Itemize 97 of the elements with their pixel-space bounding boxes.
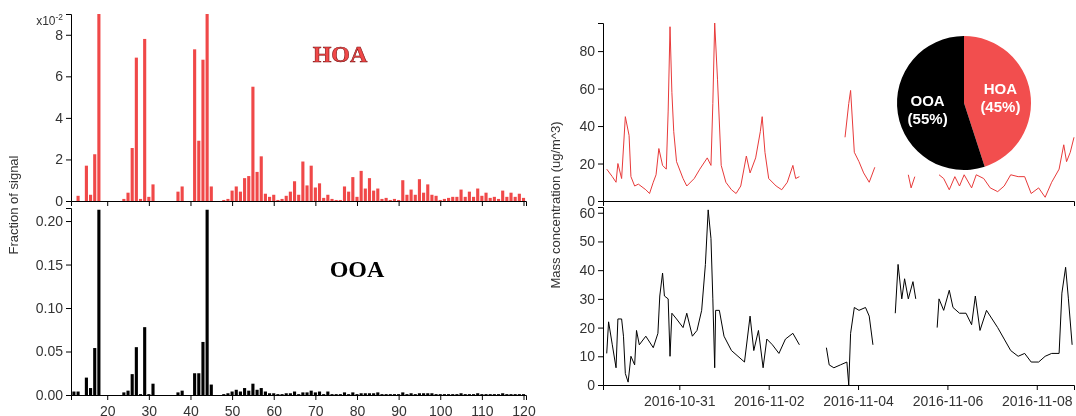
y-tick-label: 8 bbox=[55, 26, 64, 43]
y-axis-title: Fraction of signal bbox=[6, 155, 21, 255]
bar bbox=[442, 198, 446, 201]
x-tick-label: 100 bbox=[429, 402, 453, 416]
bar bbox=[143, 38, 147, 201]
bar bbox=[134, 57, 138, 201]
bar bbox=[451, 196, 455, 201]
bar bbox=[342, 186, 347, 201]
bar bbox=[509, 192, 513, 201]
bar bbox=[317, 183, 322, 201]
bar bbox=[434, 195, 438, 201]
bar bbox=[351, 177, 355, 201]
bar bbox=[280, 198, 284, 201]
bar bbox=[272, 194, 276, 201]
bar bbox=[205, 14, 209, 201]
y-tick-label: 0 bbox=[587, 192, 596, 209]
y-tick-label: 40 bbox=[579, 262, 596, 279]
y-tick-label: 0.00 bbox=[35, 386, 64, 403]
bar bbox=[292, 181, 297, 201]
y-tick-label: 0.10 bbox=[35, 300, 64, 316]
y-tick-label: 20 bbox=[579, 155, 596, 172]
bar bbox=[180, 186, 184, 201]
text: HOA bbox=[312, 41, 368, 67]
x-tick-label: 70 bbox=[308, 402, 324, 416]
y-tick-label: 0 bbox=[55, 192, 64, 209]
bar bbox=[417, 179, 421, 201]
bar bbox=[492, 196, 496, 201]
x-tick-label: 110 bbox=[471, 402, 494, 416]
bar bbox=[426, 184, 430, 201]
x-tick-label: 90 bbox=[391, 402, 408, 416]
text: x10$^{-2}$ bbox=[36, 11, 64, 28]
y-tick-label: 80 bbox=[579, 43, 596, 60]
bar bbox=[193, 49, 197, 201]
bar bbox=[76, 195, 80, 201]
bar bbox=[501, 190, 505, 201]
bar bbox=[230, 190, 234, 201]
bar bbox=[517, 193, 521, 201]
y-tick-label: 20 bbox=[579, 319, 596, 336]
x-tick-label: 50 bbox=[224, 402, 241, 416]
x-tick-label: 30 bbox=[141, 402, 158, 416]
bar bbox=[330, 198, 334, 201]
x-tick-label: 2016-11-08 bbox=[1001, 392, 1073, 409]
bar bbox=[476, 188, 480, 201]
bar bbox=[409, 189, 413, 201]
bar bbox=[151, 184, 155, 201]
bar bbox=[243, 178, 247, 201]
y-tick-label: 50 bbox=[579, 233, 596, 250]
bar bbox=[234, 186, 238, 201]
bar bbox=[259, 156, 263, 201]
bar bbox=[268, 196, 272, 201]
y-tick-label: 0.05 bbox=[35, 343, 64, 360]
x-tick-label: 2016-11-02 bbox=[733, 392, 805, 409]
bar bbox=[392, 198, 397, 201]
x-tick-label: 80 bbox=[349, 402, 366, 416]
y-tick-label: 30 bbox=[579, 290, 596, 307]
slice-label: HOA bbox=[983, 80, 1018, 98]
bar bbox=[467, 191, 471, 201]
x-tick-label: 20 bbox=[99, 402, 116, 416]
pie-slice bbox=[964, 36, 1031, 167]
bar bbox=[447, 197, 451, 201]
y-tick-label: 6 bbox=[55, 68, 64, 85]
bar bbox=[401, 180, 405, 201]
x-tick-label: 60 bbox=[266, 402, 283, 416]
y-tick-label: 2 bbox=[55, 151, 64, 168]
bar bbox=[309, 165, 313, 201]
bar bbox=[376, 188, 380, 201]
slice-label: OOA bbox=[910, 91, 945, 109]
x-tick-label: 2016-11-04 bbox=[823, 392, 895, 409]
data-label: (45%) bbox=[980, 98, 1021, 116]
bar bbox=[521, 197, 526, 201]
bar bbox=[513, 196, 517, 201]
bar bbox=[251, 86, 255, 201]
bar bbox=[384, 197, 388, 201]
bar bbox=[367, 178, 372, 201]
bar bbox=[326, 194, 330, 201]
data-label: (55%) bbox=[907, 109, 948, 127]
text: OOA bbox=[329, 256, 385, 282]
bar bbox=[359, 170, 363, 201]
bar bbox=[284, 195, 288, 201]
y-tick-label: 10 bbox=[579, 348, 596, 365]
bar bbox=[488, 197, 492, 201]
y-tick-label: 0.20 bbox=[35, 213, 64, 230]
y-tick-label: 0 bbox=[587, 376, 596, 393]
bar bbox=[97, 14, 101, 201]
bar bbox=[459, 189, 463, 201]
y-tick-label: 0.15 bbox=[35, 256, 64, 273]
bar bbox=[301, 161, 305, 201]
y-axis-title: Mass concentration (ug/m^3) bbox=[548, 121, 563, 289]
x-tick-label: 2016-10-31 bbox=[644, 392, 716, 409]
y-tick-label: 40 bbox=[579, 118, 596, 135]
x-tick-label: 2016-11-06 bbox=[912, 392, 984, 409]
bar bbox=[484, 192, 488, 201]
bar bbox=[84, 165, 88, 201]
y-tick-label: 60 bbox=[579, 80, 596, 97]
y-tick-label: 4 bbox=[55, 109, 64, 126]
x-tick-label: 40 bbox=[183, 402, 199, 416]
x-tick-label: 120 bbox=[512, 402, 536, 416]
